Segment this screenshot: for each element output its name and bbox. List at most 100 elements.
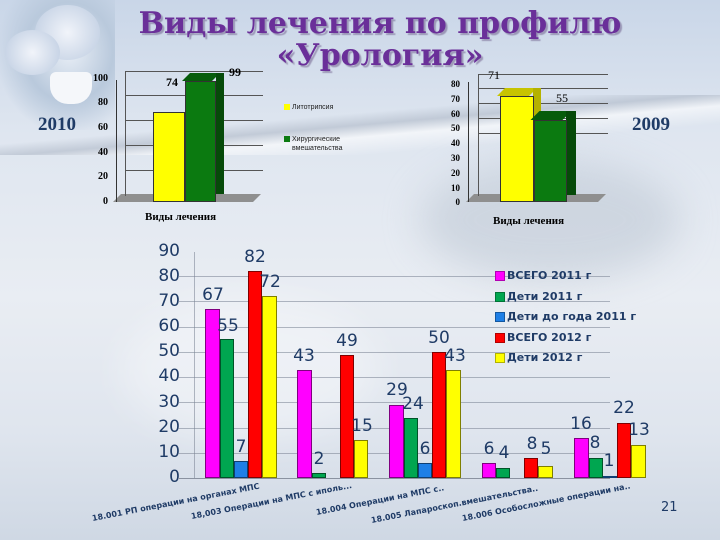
y-tick: 30 bbox=[158, 392, 180, 412]
bar-deti-2011-18006 bbox=[589, 458, 603, 478]
bar-vsego-2011-18001 bbox=[205, 309, 220, 478]
data-label: 4 bbox=[498, 443, 510, 463]
x-axis-label: Виды лечения bbox=[493, 215, 565, 227]
data-label: 43 bbox=[293, 346, 315, 366]
legend-item-litotripsy: Литотрипсия bbox=[284, 103, 342, 112]
category-label: 18,003 Операции на МПС с иполь... bbox=[190, 480, 353, 521]
y-tick: 80 bbox=[98, 97, 108, 108]
bar-vsego-2012-18004 bbox=[432, 352, 446, 478]
legend-2010: Литотрипсия Хирургические вмешательства bbox=[284, 103, 342, 153]
title-line-1: Виды лечения по профилю bbox=[138, 6, 622, 41]
data-label: 7 bbox=[235, 437, 247, 457]
data-label: 22 bbox=[613, 398, 635, 418]
bar-deti-2012-18004 bbox=[446, 370, 461, 478]
bar-deti-2011-18001 bbox=[220, 339, 234, 478]
bar-vsego-2012-18005 bbox=[524, 458, 538, 478]
data-label: 72 bbox=[259, 272, 281, 292]
y-tick: 0 bbox=[169, 467, 180, 487]
bar-vsego-2011-18006 bbox=[574, 438, 589, 478]
page-number: 21 bbox=[661, 500, 678, 515]
year-2009-label: 2009 bbox=[632, 114, 670, 135]
bar-2010-surgery bbox=[185, 81, 216, 202]
y-tick: 0 bbox=[103, 196, 108, 207]
legend-item-deti-2012: Дети 2012 г bbox=[495, 348, 636, 369]
y-tick: 100 bbox=[93, 73, 108, 84]
value-label: 99 bbox=[229, 65, 241, 79]
bar-side-3d bbox=[216, 73, 224, 194]
y-tick: 20 bbox=[451, 168, 460, 178]
legend-operations: ВСЕГО 2011 г Дети 2011 г Дети до года 20… bbox=[495, 266, 636, 369]
data-label: 29 bbox=[386, 380, 408, 400]
bar-deti-2012-18006 bbox=[631, 445, 646, 478]
data-label: 67 bbox=[202, 285, 224, 305]
legend-item-vsego-2012: ВСЕГО 2012 г bbox=[495, 328, 636, 349]
bar-2009-litotripsy bbox=[500, 96, 534, 202]
y-tick: 90 bbox=[158, 241, 180, 261]
legend-item-surgery-line2: вмешательства bbox=[292, 145, 343, 152]
value-label: 55 bbox=[556, 91, 568, 105]
data-label: 49 bbox=[336, 331, 358, 351]
y-tick: 60 bbox=[451, 109, 460, 119]
legend-item-vsego-2011: ВСЕГО 2011 г bbox=[495, 266, 636, 287]
data-label: 6 bbox=[419, 439, 431, 459]
bar-deti-do-goda-2011-18006 bbox=[603, 476, 617, 478]
bar-top-3d bbox=[182, 73, 220, 81]
legend-swatch bbox=[495, 353, 505, 363]
data-label: 2 bbox=[313, 449, 325, 469]
bar-deti-2011-18005 bbox=[496, 468, 510, 478]
value-label: 71 bbox=[488, 68, 500, 82]
bar-vsego-2012-18001 bbox=[248, 271, 262, 478]
gridline bbox=[478, 88, 608, 89]
bar-side-3d bbox=[566, 111, 576, 195]
x-axis-label: Виды лечения bbox=[145, 211, 217, 223]
bar-deti-2012-18005 bbox=[538, 466, 553, 478]
bar-vsego-2011-18005 bbox=[482, 463, 496, 478]
x-axis-line bbox=[178, 478, 610, 479]
y-tick: 60 bbox=[158, 316, 180, 336]
data-label: 55 bbox=[217, 316, 239, 336]
y-tick: 0 bbox=[455, 197, 461, 207]
gridline bbox=[178, 352, 610, 353]
y-tick: 30 bbox=[451, 153, 460, 163]
y-tick: 50 bbox=[158, 341, 180, 361]
y-tick: 10 bbox=[451, 183, 460, 193]
y-tick: 60 bbox=[98, 122, 108, 133]
data-label: 8 bbox=[526, 434, 538, 454]
y-tick: 40 bbox=[451, 138, 460, 148]
data-label: 5 bbox=[540, 439, 552, 459]
legend-swatch bbox=[495, 312, 505, 322]
legend-swatch bbox=[495, 271, 505, 281]
value-label: 74 bbox=[166, 75, 178, 89]
data-label: 6 bbox=[483, 439, 495, 459]
gridline bbox=[478, 74, 608, 75]
bar-deti-2012-18003 bbox=[354, 440, 368, 478]
legend-swatch bbox=[284, 104, 290, 111]
data-label: 50 bbox=[428, 328, 450, 348]
bar-vsego-2011-18003 bbox=[297, 370, 312, 478]
gridline bbox=[178, 402, 610, 403]
title-line-2: «Урология» bbox=[276, 38, 484, 73]
y-axis-line bbox=[194, 252, 195, 478]
y-tick: 70 bbox=[158, 291, 180, 311]
legend-swatch bbox=[284, 136, 290, 143]
data-label: 24 bbox=[402, 394, 424, 414]
gridline bbox=[178, 327, 610, 328]
data-label: 16 bbox=[570, 414, 592, 434]
y-axis-line bbox=[468, 82, 469, 202]
y-tick: 80 bbox=[451, 79, 460, 89]
bar-vsego-2012-18003 bbox=[340, 355, 354, 478]
bar-2010-litotripsy bbox=[153, 112, 185, 202]
legend-item-deti-do-goda-2011: Дети до года 2011 г bbox=[495, 307, 636, 328]
data-label: 43 bbox=[444, 346, 466, 366]
background-swoosh bbox=[0, 95, 720, 155]
gridline bbox=[178, 301, 610, 302]
bar-vsego-2011-18004 bbox=[389, 405, 404, 478]
gridline bbox=[178, 276, 610, 277]
bar-deti-do-goda-2011-18004 bbox=[418, 463, 432, 478]
y-tick: 20 bbox=[158, 417, 180, 437]
y-tick: 40 bbox=[158, 366, 180, 386]
gridline bbox=[478, 103, 608, 104]
data-label: 8 bbox=[589, 433, 601, 453]
surgeon-photo bbox=[0, 0, 115, 130]
back-wall-line bbox=[478, 74, 479, 196]
